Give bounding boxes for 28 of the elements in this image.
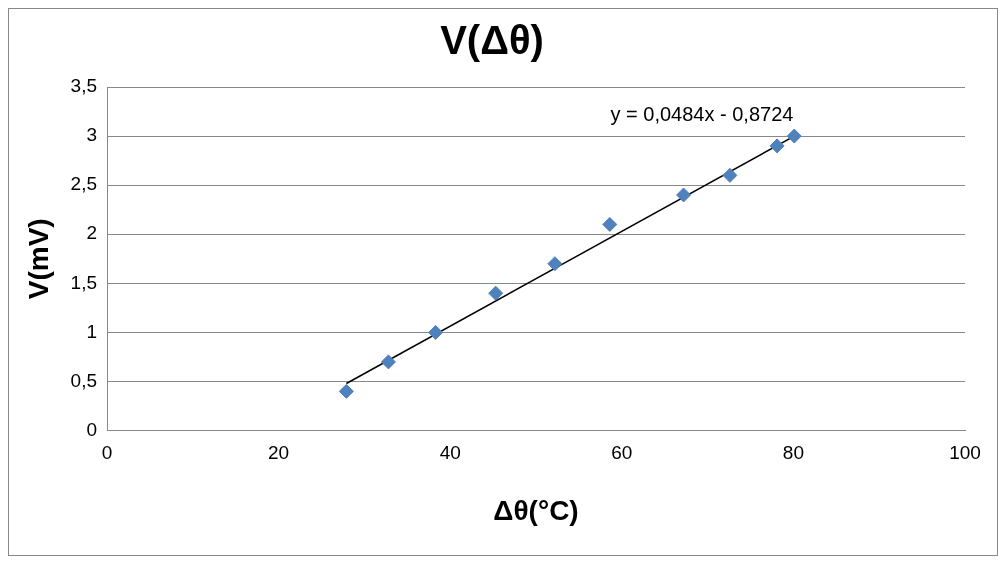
y-tick-label: 2: [86, 222, 98, 244]
chart-title: V(Δθ): [440, 18, 544, 63]
y-tick-label: 3,5: [70, 75, 98, 97]
point: [547, 256, 563, 272]
x-tick-label: 20: [268, 442, 290, 464]
y-axis-title: V(mV): [22, 218, 54, 300]
y-tick-label: 1,5: [70, 271, 98, 293]
y-tick-label: 0: [86, 418, 98, 440]
point: [722, 167, 738, 183]
y-tick-label: 3: [86, 124, 98, 146]
x-tick-label: 0: [101, 442, 113, 464]
x-axis-title: Δθ(°C): [493, 494, 579, 526]
annotation: y = 0,0484x - 0,8724: [610, 102, 794, 125]
x-tick-label: 40: [439, 442, 461, 464]
x-tick-label: 60: [611, 442, 633, 464]
y-tick-label: 1: [86, 320, 98, 342]
x-tick-label: 100: [949, 442, 981, 464]
point: [380, 354, 396, 370]
point: [428, 324, 444, 340]
point: [602, 216, 618, 232]
point: [488, 285, 504, 301]
point: [338, 383, 354, 399]
point: [676, 187, 692, 203]
y-tick-label: 0,5: [70, 369, 98, 391]
point: [786, 128, 802, 144]
x-tick-label: 80: [782, 442, 804, 464]
y-tick-label: 2,5: [70, 173, 98, 195]
point: [769, 138, 785, 154]
